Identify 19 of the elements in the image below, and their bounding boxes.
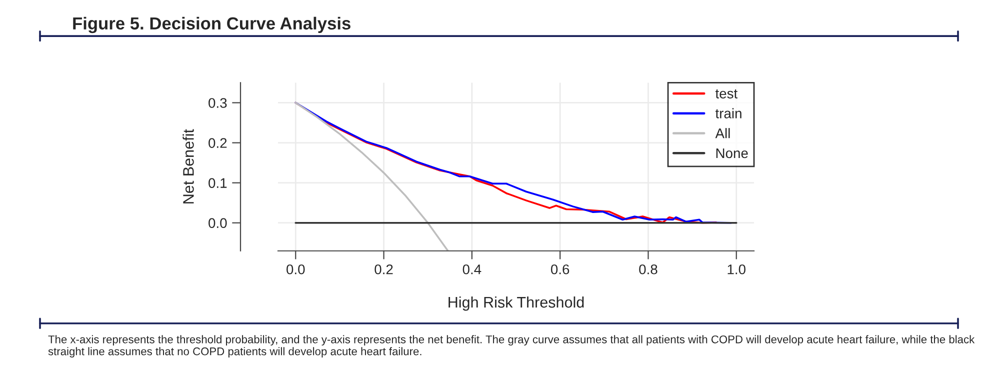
legend-label: None bbox=[716, 148, 748, 158]
chart-title: Figure 5. Decision Curve Analysis bbox=[73, 16, 350, 34]
x-tick-label: 0.8 bbox=[639, 264, 658, 274]
x-axis-title: High Risk Threshold bbox=[448, 296, 584, 311]
x-tick-label: 0.4 bbox=[462, 264, 482, 274]
y-tick-label: 0.0 bbox=[208, 218, 227, 228]
x-tick-label: 0.6 bbox=[550, 264, 570, 274]
text: The x-axis represents the threshold probability, and the y-axis represents the net benefit. The gray curve assumes that all patients with COPD will develop acute heart failure, while the black straight line assumes that no COPD patients will develop acute heart failure. bbox=[48, 335, 975, 358]
line-series bbox=[294, 102, 449, 251]
y-tick-label: 0.3 bbox=[208, 98, 227, 108]
x-tick-label: 1.0 bbox=[728, 264, 746, 274]
x-tick-label: 0.2 bbox=[374, 264, 393, 274]
y-tick-label: 0.1 bbox=[208, 178, 227, 188]
legend-label: test bbox=[715, 89, 738, 98]
legend-label: All bbox=[715, 128, 730, 138]
x-tick-label: 0.0 bbox=[286, 264, 305, 274]
y-tick-label: 0.2 bbox=[208, 138, 227, 148]
y-axis-title: Net Benefit bbox=[182, 129, 194, 204]
legend-label: train bbox=[715, 108, 742, 118]
